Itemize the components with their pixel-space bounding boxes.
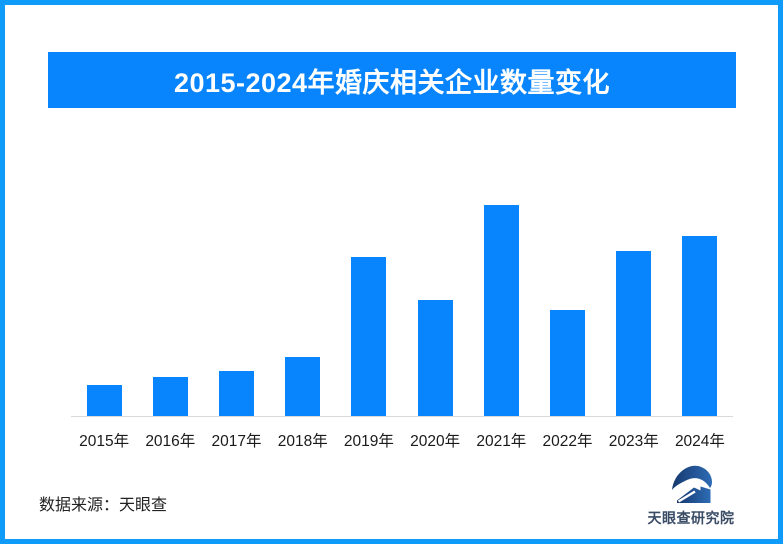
chart-title-banner: 2015-2024年婚庆相关企业数量变化 (48, 52, 736, 108)
bar-2015年 (86, 384, 122, 416)
bar-2017年 (219, 370, 254, 416)
x-tick-label: 2024年 (674, 433, 725, 450)
bar-2023年 (616, 250, 652, 416)
bar-2020年 (417, 300, 453, 416)
bar-2016年 (152, 376, 188, 416)
x-tick-label: 2021年 (476, 433, 527, 450)
bar-column (601, 150, 667, 416)
x-tick-label: 2019年 (343, 433, 394, 450)
bar-column (270, 150, 336, 416)
x-tick-label: 2015年 (79, 433, 130, 450)
x-tick-label: 2022年 (542, 433, 593, 450)
data-source-text: 数据来源：天眼查 (39, 497, 168, 514)
bar-column (468, 150, 534, 416)
bar-column (667, 150, 733, 416)
brand-block: 天眼查研究院 (636, 463, 746, 528)
x-tick-label: 2016年 (145, 433, 196, 450)
x-tick-label: 2023年 (608, 433, 659, 450)
bar-column (402, 150, 468, 416)
chart-title: 2015-2024年婚庆相关企业数量变化 (173, 67, 611, 98)
x-tick-label: 2020年 (410, 433, 461, 450)
bar-column (336, 150, 402, 416)
bar-2019年 (351, 256, 387, 416)
bar-2024年 (682, 236, 718, 416)
bar-column (71, 150, 137, 416)
bar-column (203, 150, 269, 416)
bar-column (534, 150, 600, 416)
x-tick-label: 2018年 (277, 433, 328, 450)
brand-name: 天眼查研究院 (647, 510, 735, 526)
bar-column (137, 150, 203, 416)
bar-2022年 (550, 310, 586, 416)
x-tick-label: 2017年 (211, 433, 262, 450)
bar-plot (71, 150, 733, 417)
bar-2018年 (285, 356, 321, 416)
x-axis-labels: 2015年 2016年 2017年 2018年 2019年 2020年 2021年 2022年… (71, 429, 733, 451)
bar-2021年 (483, 205, 519, 416)
tianyancha-logo-icon (672, 465, 712, 503)
